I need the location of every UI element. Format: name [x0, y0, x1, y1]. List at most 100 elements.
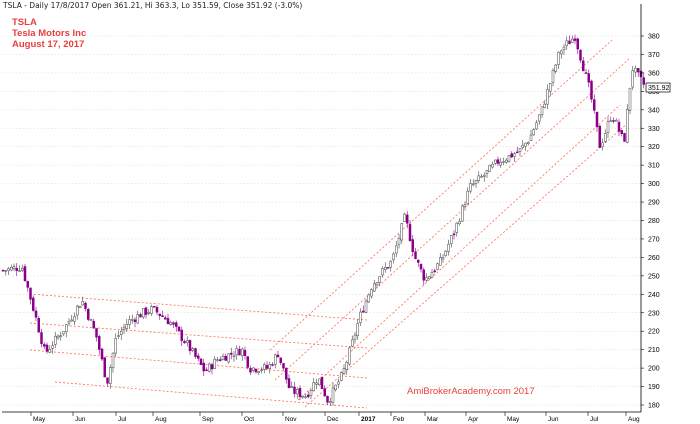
- candle: [406, 211, 409, 229]
- candle: [381, 266, 384, 278]
- candle: [172, 321, 175, 328]
- y-tick-label: 200: [648, 366, 660, 373]
- trendline: [29, 349, 368, 379]
- candle: [238, 345, 241, 356]
- candle: [353, 331, 357, 344]
- candle: [243, 346, 247, 360]
- x-tick-label: Jun: [75, 416, 86, 423]
- candle: [433, 268, 436, 274]
- candle: [455, 222, 458, 237]
- candle: [452, 230, 456, 240]
- candle: [601, 138, 604, 151]
- candle: [128, 315, 131, 329]
- candle: [631, 66, 634, 91]
- candle: [103, 357, 106, 378]
- candle: [224, 353, 227, 361]
- candle: [70, 315, 73, 322]
- x-tick-label: Aug: [628, 416, 640, 423]
- y-tick-label: 180: [648, 403, 660, 410]
- trendline: [297, 104, 621, 401]
- candle: [348, 346, 351, 366]
- candle: [375, 282, 379, 289]
- candle: [494, 159, 497, 166]
- x-tick-label: Nov: [285, 416, 297, 423]
- candle: [67, 318, 71, 326]
- candle: [43, 342, 46, 349]
- candle: [282, 363, 285, 371]
- candle: [136, 310, 139, 325]
- candle: [59, 331, 62, 341]
- candle: [549, 82, 552, 97]
- candle: [342, 364, 346, 376]
- candle: [147, 309, 150, 316]
- candle: [65, 324, 68, 338]
- candle: [318, 378, 321, 386]
- candle: [414, 247, 417, 260]
- x-tick-label: 2017: [361, 416, 376, 423]
- candle: [370, 288, 373, 299]
- candle: [274, 353, 277, 369]
- candle: [285, 367, 288, 384]
- candle: [202, 358, 205, 377]
- candle: [164, 315, 167, 320]
- y-axis: 180 190 200 210 220 230 240 250 260 270 280 290 300 3…: [640, 4, 660, 412]
- candle: [642, 72, 645, 89]
- candle: [444, 250, 447, 257]
- candle: [246, 355, 249, 370]
- y-tick-label: 240: [648, 292, 660, 299]
- candle: [538, 114, 541, 125]
- candle: [7, 266, 10, 275]
- candle: [562, 43, 566, 55]
- candle: [510, 151, 513, 159]
- trendlines: [29, 39, 631, 409]
- candle: [51, 341, 54, 354]
- candle: [505, 158, 508, 164]
- candle: [216, 357, 219, 363]
- candle: [150, 304, 153, 316]
- candle: [395, 240, 398, 258]
- candle: [378, 276, 381, 286]
- trendline: [304, 122, 629, 408]
- candle: [571, 35, 574, 43]
- candle: [131, 314, 134, 324]
- candle: [579, 49, 582, 64]
- y-tick-label: 230: [648, 310, 660, 317]
- candle: [95, 328, 98, 342]
- date-label: August 17, 2017: [12, 39, 85, 50]
- last-price-label: 351.92: [648, 85, 670, 92]
- trendline: [54, 381, 368, 409]
- candle: [125, 318, 128, 332]
- candle: [356, 319, 359, 340]
- x-tick-label: Oct: [244, 416, 254, 423]
- candle: [194, 347, 197, 359]
- candle: [582, 56, 585, 72]
- candle: [114, 333, 117, 357]
- candle: [612, 117, 615, 124]
- candle: [78, 305, 82, 309]
- candle: [169, 320, 172, 326]
- trendline: [274, 57, 631, 381]
- candle: [560, 49, 563, 59]
- candle: [265, 361, 269, 370]
- y-tick-label: 220: [648, 329, 660, 336]
- candle: [268, 361, 271, 374]
- candle: [543, 100, 546, 109]
- candle: [92, 318, 95, 329]
- candle: [400, 222, 403, 244]
- candle: [10, 264, 13, 272]
- candle: [532, 128, 535, 136]
- candle: [279, 357, 282, 366]
- candle: [21, 264, 24, 272]
- candle: [397, 234, 401, 249]
- x-tick-label: Jun: [548, 416, 559, 423]
- candle: [326, 395, 329, 406]
- candle: [312, 377, 315, 392]
- candle: [1, 269, 5, 272]
- candle: [637, 68, 640, 77]
- candle: [296, 387, 299, 399]
- candle: [535, 119, 538, 131]
- candle: [450, 234, 453, 248]
- candle: [197, 352, 200, 362]
- candle: [483, 172, 486, 182]
- candle: [252, 367, 255, 373]
